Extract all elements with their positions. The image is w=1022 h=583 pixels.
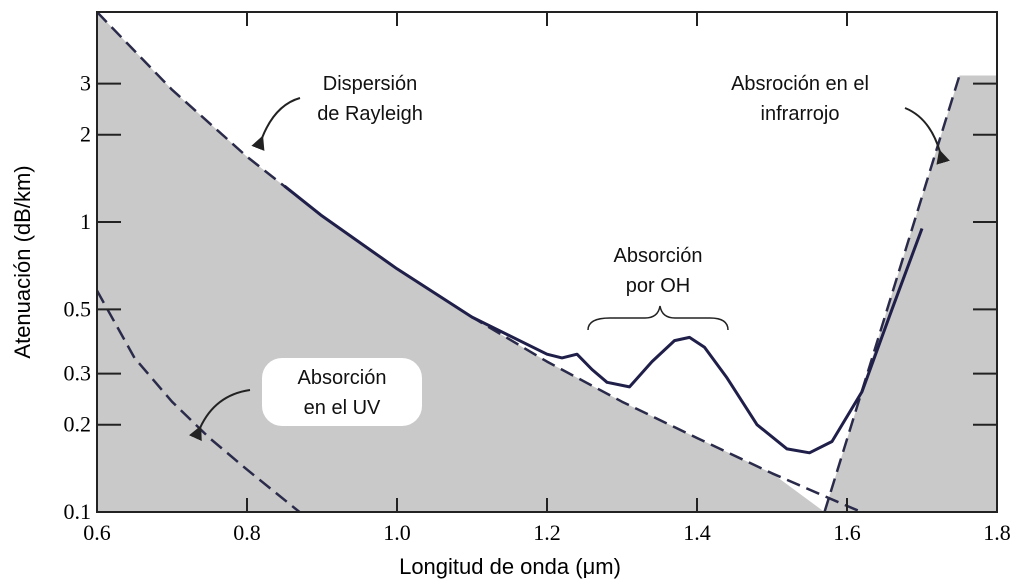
y-tick-label: 2 xyxy=(80,122,91,147)
annotation-arrow xyxy=(904,107,950,165)
y-tick-label: 0.2 xyxy=(64,412,92,437)
y-tick-label: 0.1 xyxy=(64,499,92,524)
series-line xyxy=(283,184,924,455)
annotation: por OH xyxy=(626,275,690,297)
x-tick-label: 1.0 xyxy=(383,520,411,545)
series-line xyxy=(97,12,865,512)
annotation: de Rayleigh xyxy=(317,103,423,125)
y-tick-label: 3 xyxy=(80,71,91,96)
series-line xyxy=(823,75,961,512)
annotation: Absroción en el xyxy=(731,73,869,95)
x-tick-label: 1.6 xyxy=(833,520,861,545)
y-tick-label: 0.3 xyxy=(64,361,92,386)
annotation-box xyxy=(262,358,422,426)
annotation: Absorción xyxy=(614,245,703,267)
x-tick-label: 1.4 xyxy=(683,520,711,545)
x-axis-label: Longitud de onda (μm) xyxy=(399,554,621,579)
annotation: Absorción xyxy=(298,367,387,389)
x-tick-label: 1.8 xyxy=(983,520,1011,545)
y-axis-label: Atenuación (dB/km) xyxy=(10,165,35,358)
brace xyxy=(587,305,729,331)
annotation-arrow xyxy=(251,97,301,151)
annotation-arrow xyxy=(188,389,251,442)
y-tick-label: 1 xyxy=(80,209,91,234)
x-tick-label: 1.2 xyxy=(533,520,561,545)
series-line xyxy=(97,289,301,512)
annotation: Dispersión xyxy=(323,73,417,95)
x-tick-label: 0.6 xyxy=(83,520,111,545)
x-tick-label: 0.8 xyxy=(233,520,261,545)
annotation: en el UV xyxy=(304,397,381,419)
y-tick-label: 0.5 xyxy=(64,296,92,321)
annotation: infrarrojo xyxy=(761,103,840,125)
